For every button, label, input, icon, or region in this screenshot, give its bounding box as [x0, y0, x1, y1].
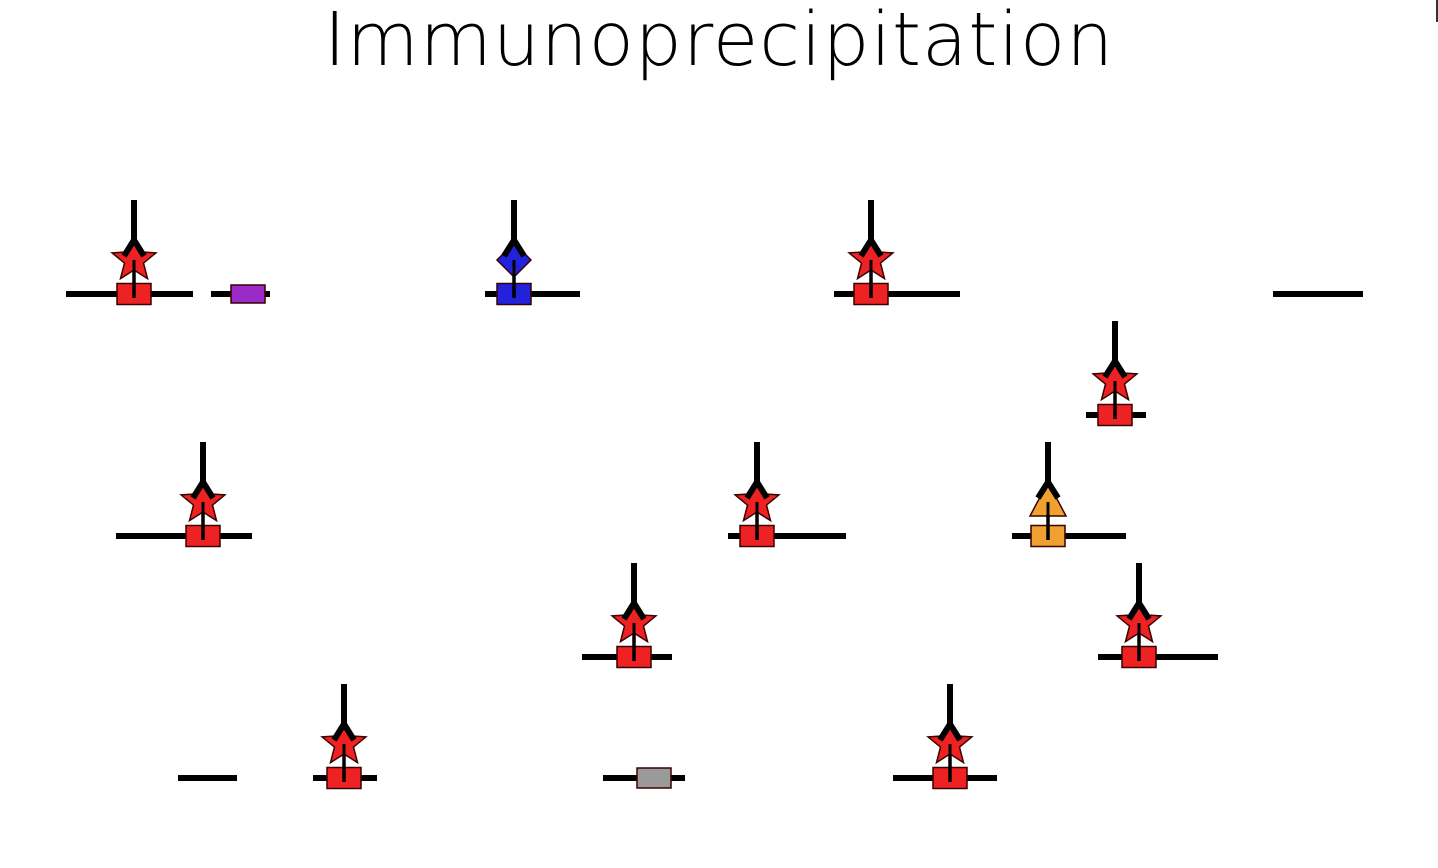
y-shaped-antibody-icon: [121, 200, 147, 258]
y-shaped-antibody-icon: [744, 442, 770, 500]
dna-fragment: [893, 684, 997, 790]
dna-fragment: [1086, 321, 1146, 427]
dna-fragment: [66, 200, 193, 306]
dna-fragment: [582, 563, 672, 669]
protein-gray: [636, 767, 672, 789]
y-shaped-antibody-icon: [1126, 563, 1152, 621]
y-shaped-antibody-icon: [1035, 442, 1061, 500]
protein-purple: [230, 284, 266, 304]
y-shaped-antibody-icon: [858, 200, 884, 258]
dna-fragment: [116, 442, 252, 548]
y-shaped-antibody-icon: [190, 442, 216, 500]
y-shaped-antibody-icon: [331, 684, 357, 742]
dna-fragment: [728, 442, 846, 548]
dna-fragment: [834, 200, 960, 306]
dna-fragment: [1098, 563, 1218, 669]
dna-fragment: [211, 284, 270, 304]
y-shaped-antibody-icon: [621, 563, 647, 621]
slide-title: Immunoprecipitation: [323, 0, 1115, 83]
dna-fragment: [603, 767, 685, 789]
y-shaped-antibody-icon: [501, 200, 527, 258]
dna-fragment: [485, 200, 580, 306]
slide-edge-mark: [1436, 0, 1438, 22]
dna-fragment: [1012, 442, 1126, 548]
dna-fragment: [313, 684, 377, 790]
y-shaped-antibody-icon: [937, 684, 963, 742]
y-shaped-antibody-icon: [1102, 321, 1128, 379]
